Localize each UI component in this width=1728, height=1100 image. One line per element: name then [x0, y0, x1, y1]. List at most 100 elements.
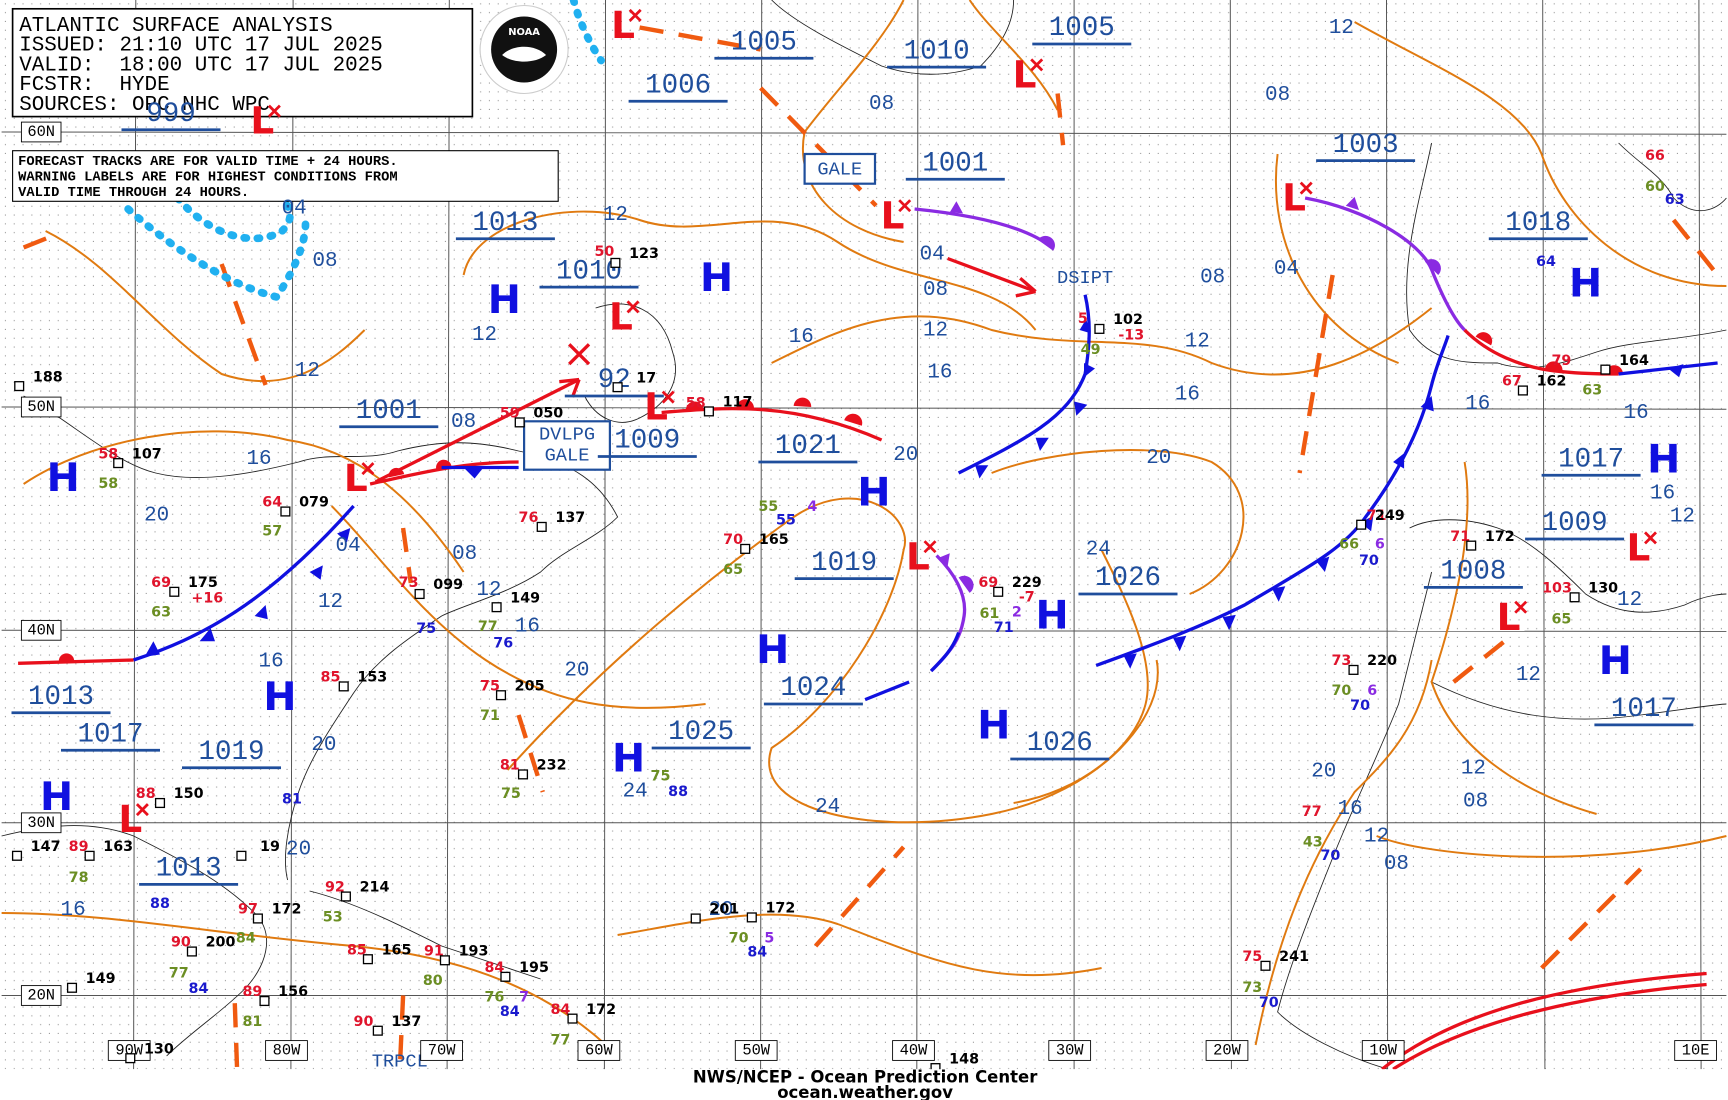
isobar-label: 08 — [923, 279, 948, 302]
lon-label-box — [1674, 1040, 1717, 1061]
isobar-label: 16 — [789, 326, 814, 349]
station-reading: 50 — [594, 244, 614, 260]
station-reading: 88 — [136, 786, 156, 802]
front — [938, 553, 974, 593]
station-marker — [14, 381, 25, 392]
header-title: ATLANTIC SURFACE ANALYSIS — [19, 15, 332, 38]
forecast-track — [1381, 971, 1707, 1071]
graticule — [1, 131, 1727, 135]
lon-label: 60W — [585, 1042, 613, 1060]
coastline — [23, 395, 619, 881]
front — [1345, 196, 1441, 275]
coastline — [1406, 142, 1727, 368]
graticule — [1698, 0, 1702, 1070]
isobar-label: 04 — [336, 535, 361, 558]
lat-label: 50N — [27, 398, 55, 416]
station-reading: 5 — [1078, 311, 1088, 327]
lat-label-box — [20, 812, 62, 834]
trough — [516, 714, 545, 793]
front — [957, 294, 1091, 475]
pressure-center-label: 1019 — [198, 737, 264, 768]
pressure-center-label: 1026 — [1095, 563, 1161, 594]
station-marker — [186, 946, 197, 957]
isobar — [45, 230, 366, 383]
station-reading: 164 — [1619, 353, 1649, 369]
low-center-x — [135, 803, 149, 817]
trough — [1297, 274, 1335, 474]
station-reading: 61 — [979, 606, 999, 622]
note-line: WARNING LABELS ARE FOR HIGHEST CONDITION… — [18, 170, 398, 185]
station-marker — [1569, 592, 1580, 603]
station-reading: 117 — [723, 395, 753, 411]
low-center-x — [267, 104, 281, 118]
front — [463, 467, 484, 479]
station-marker — [439, 955, 450, 966]
lat-label: 30N — [27, 814, 55, 832]
forecast-track — [568, 343, 591, 366]
coastline — [1277, 571, 1433, 1070]
station-marker — [567, 1013, 578, 1024]
station-reading: 162 — [1537, 374, 1567, 390]
high-center: H — [488, 277, 521, 323]
low-center: L — [609, 295, 633, 339]
station-reading: 130 — [144, 1041, 174, 1057]
station-reading: 60 — [1645, 179, 1665, 195]
header-line: FCSTR: HYDE — [19, 74, 169, 97]
isobar-label: 08 — [1200, 267, 1225, 290]
isobar-label: 12 — [603, 204, 628, 227]
isobar — [506, 497, 1159, 824]
trough — [1452, 636, 1510, 684]
isobar-label: 12 — [1670, 505, 1695, 528]
isobar-label: 20 — [564, 659, 589, 682]
isobar-label: 16 — [1650, 482, 1675, 505]
station-reading: 175 — [188, 575, 218, 591]
trough — [232, 1003, 240, 1068]
noaa-logo: NOAA — [479, 4, 569, 95]
trough — [22, 234, 52, 250]
station-reading: 75 — [480, 678, 500, 694]
station-reading: 77 — [478, 619, 498, 635]
station-reading: 77 — [550, 1033, 570, 1049]
isobar-label: 16 — [61, 899, 86, 922]
station-reading: 107 — [132, 446, 162, 462]
station-marker — [703, 406, 714, 417]
station-reading: 84 — [484, 960, 504, 976]
isobar-label: 08 — [1384, 853, 1409, 876]
station-reading: 4 — [807, 499, 817, 515]
coastline — [309, 890, 541, 980]
station-reading: 75 — [501, 786, 521, 802]
low-center-x — [898, 199, 912, 213]
isobar — [1, 912, 619, 1057]
isobar-label: 08 — [1463, 790, 1488, 813]
lon-label: 90W — [115, 1042, 143, 1060]
station-reading: 73 — [399, 575, 419, 591]
station-reading: 81 — [500, 758, 520, 774]
station-reading: 70 — [1350, 698, 1370, 714]
trpcl-label: TRPCL — [372, 1050, 428, 1072]
lon-label-box — [892, 1040, 935, 1061]
station-reading: 91 — [424, 943, 444, 959]
isobar-label: 16 — [1465, 393, 1490, 416]
isobar-label: 24 — [815, 796, 840, 819]
station-reading: 195 — [519, 960, 549, 976]
pressure-center-label: 1025 — [668, 717, 734, 748]
isobar-label: 20 — [144, 504, 169, 527]
trough — [400, 527, 413, 584]
front — [18, 658, 134, 665]
isobar — [1013, 549, 1149, 804]
gale-label: GALE — [817, 158, 862, 180]
station-reading: 69 — [151, 575, 171, 591]
station-reading: 137 — [391, 1014, 421, 1030]
isobar-label: 20 — [893, 444, 918, 467]
pressure-center-label: 1018 — [1505, 208, 1571, 239]
station-reading: 81 — [242, 1014, 262, 1030]
high-center: H — [263, 674, 296, 720]
graticule — [1386, 0, 1389, 1070]
high-center: H — [47, 455, 80, 501]
isobar — [617, 913, 1102, 977]
front — [864, 680, 910, 702]
lon-label: 10W — [1369, 1042, 1397, 1060]
trough — [219, 263, 268, 386]
isobar-label: 16 — [927, 361, 952, 384]
